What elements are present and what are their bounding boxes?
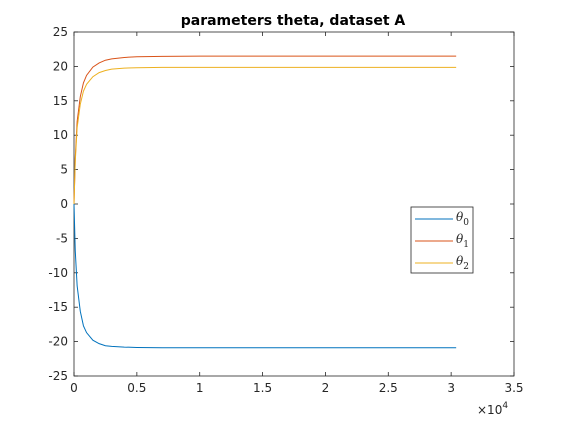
x-tick-label: 1.5 <box>253 381 272 395</box>
legend-box <box>410 206 474 274</box>
legend-label-theta-0: θ0 <box>456 210 469 228</box>
y-tick-label: 5 <box>60 163 68 177</box>
y-tick-label: -20 <box>48 335 68 349</box>
x-tick-label: 2.5 <box>379 381 398 395</box>
x-exponent-base: ×104 <box>477 401 508 417</box>
x-tick-label: 3 <box>447 381 455 395</box>
y-tick-label: -5 <box>56 231 68 245</box>
series-layer <box>73 55 457 349</box>
legend: θ0 θ1 θ2 <box>410 206 474 274</box>
plot-axes: 0 0.5 1 1.5 2 2.5 3 3.5 -25 -20 -15 -10 -5 0 5 10 15 20 25 <box>48 25 523 395</box>
x-tick-label: 3.5 <box>504 381 523 395</box>
chart-title: parameters theta, dataset A <box>181 13 406 29</box>
x-tick-label: 0 <box>70 381 78 395</box>
legend-label-theta-1: θ1 <box>456 232 469 250</box>
y-tick-label: 25 <box>53 25 68 39</box>
x-tick-label: 2 <box>322 381 330 395</box>
plot-box <box>73 31 515 377</box>
x-exponent-power: 4 <box>502 401 508 411</box>
y-tick-label: 0 <box>60 197 68 211</box>
y-tick-label: -10 <box>48 266 68 280</box>
series-line-theta-0 <box>73 203 457 349</box>
legend-label-theta-2: θ2 <box>456 254 469 272</box>
x-tick-label: 1 <box>196 381 204 395</box>
y-tick-label: -25 <box>48 369 68 383</box>
series-line-theta-1 <box>73 55 457 205</box>
y-tick-label: 10 <box>53 128 68 142</box>
y-tick-label: -15 <box>48 300 68 314</box>
y-tick-label: 15 <box>53 94 68 108</box>
x-exponent: ×104 <box>477 401 508 417</box>
series-line-theta-2 <box>73 66 457 205</box>
x-tick-label: 0.5 <box>127 381 146 395</box>
y-tick-label: 20 <box>53 59 68 73</box>
